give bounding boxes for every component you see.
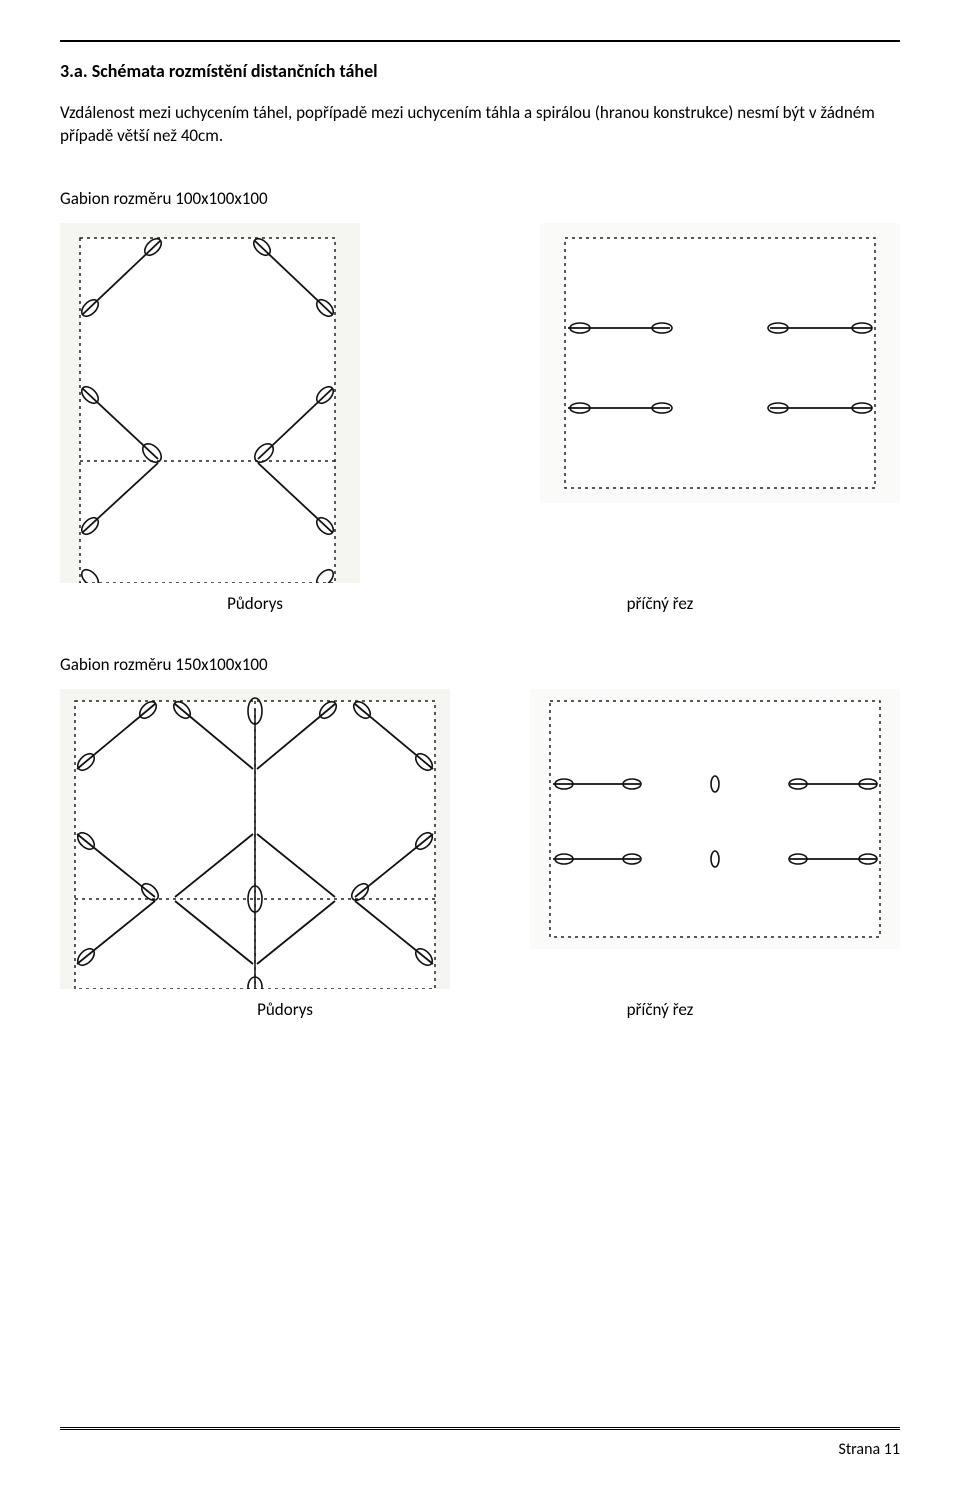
- group1-left-caption: Půdorys: [60, 593, 420, 614]
- footer-rule: [60, 1427, 900, 1434]
- footer-page-number: Strana 11: [60, 1440, 900, 1459]
- intro-paragraph: Vzdálenost mezi uchycením táhel, popřípa…: [60, 102, 900, 148]
- page-footer: Strana 11: [60, 1427, 900, 1459]
- group2-right-caption: příčný řez: [480, 999, 900, 1020]
- group1-title: Gabion rozměru 100x100x100: [60, 188, 900, 209]
- group2-plan-diagram: [60, 689, 450, 989]
- group2-section-diagram: [530, 689, 900, 949]
- section-title: 3.a. Schémata rozmístění distančních táh…: [60, 60, 900, 82]
- top-rule: [60, 40, 900, 42]
- group2-captions: Půdorys příčný řez: [60, 999, 900, 1020]
- group1-row: [60, 223, 900, 583]
- group1-plan-diagram: [60, 223, 360, 583]
- group1-captions: Půdorys příčný řez: [60, 593, 900, 614]
- group2-row: [60, 689, 900, 989]
- group1-right-caption: příčný řez: [480, 593, 900, 614]
- group2-title: Gabion rozměru 150x100x100: [60, 654, 900, 675]
- group1-section-diagram: [540, 223, 900, 503]
- group2-left-caption: Půdorys: [60, 999, 480, 1020]
